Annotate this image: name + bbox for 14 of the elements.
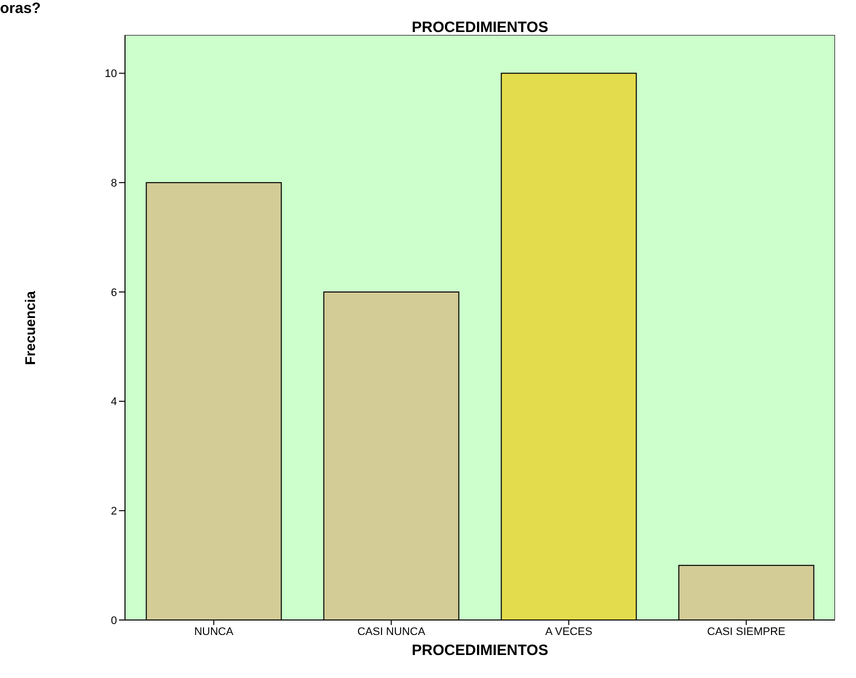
x-tick-label: CASI NUNCA [357,626,426,638]
chart-title: PROCEDIMIENTOS [410,19,550,36]
text: oras? [0,0,41,17]
y-axis-title: Frecuencia [22,291,38,365]
y-tick-label: 4 [110,396,117,408]
x-tick-label: CASI SIEMPRE [707,626,786,638]
x-axis-title: PROCEDIMIENTOS [410,642,550,659]
y-tick-label: 8 [110,178,117,190]
x-tick-label: A VECES [545,626,592,638]
y-tick-label: 10 [104,68,117,80]
y-tick-label: 2 [110,506,117,518]
y-tick-label: 6 [110,286,117,299]
y-tick-label: 0 [110,614,117,627]
x-tick-label: NUNCA [194,626,234,638]
